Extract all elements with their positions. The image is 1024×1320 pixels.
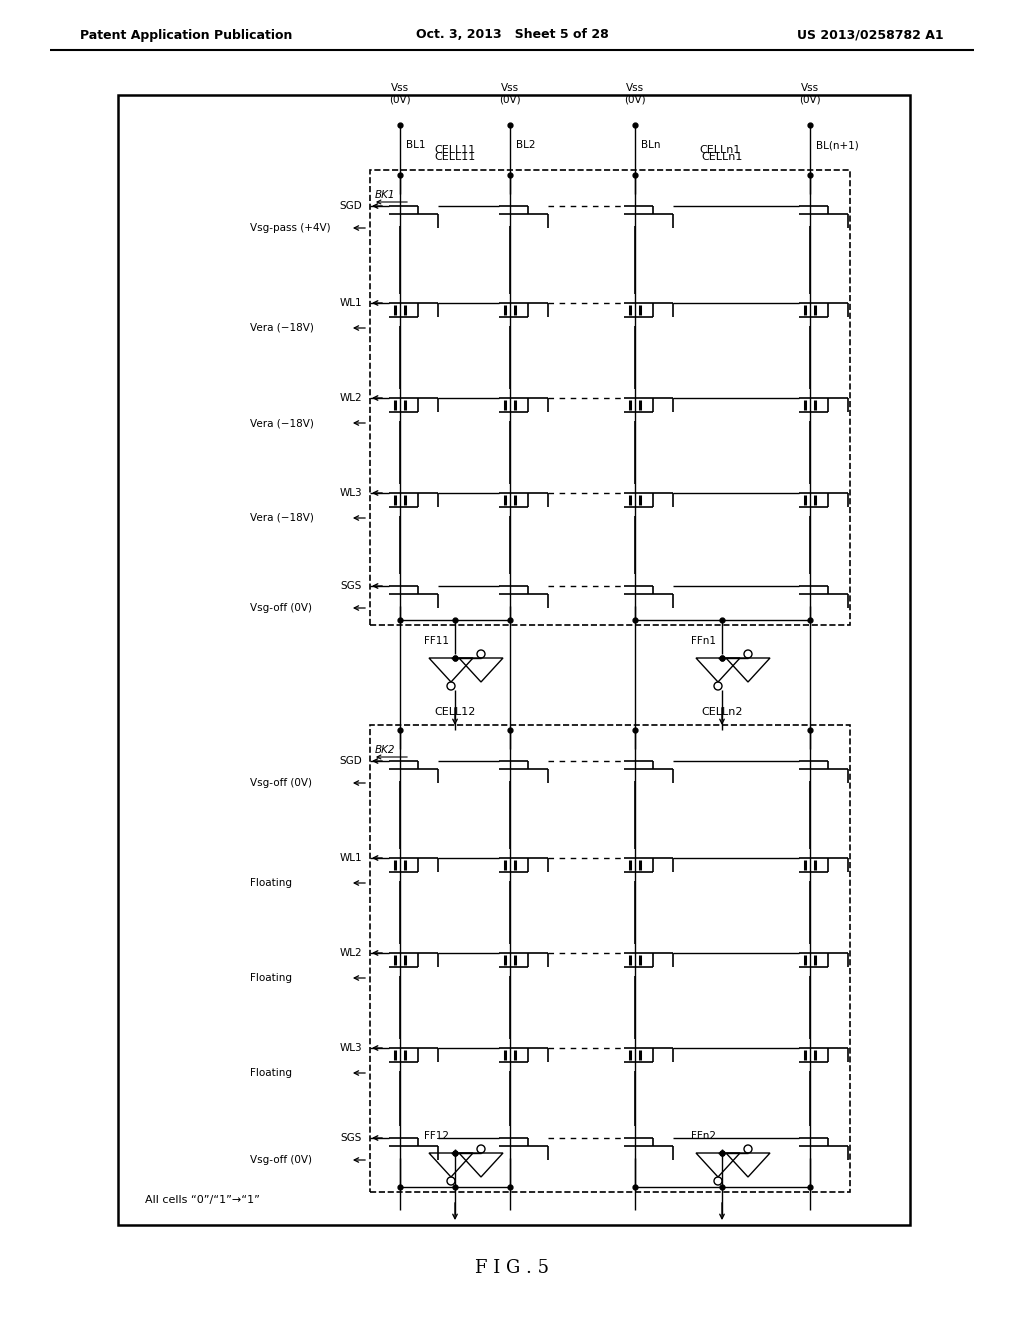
Text: WL1: WL1 <box>339 853 362 863</box>
Text: CELLn2: CELLn2 <box>701 708 742 717</box>
Bar <box>118 95 910 1225</box>
Text: FFn2: FFn2 <box>691 1131 716 1140</box>
Text: Patent Application Publication: Patent Application Publication <box>80 29 293 41</box>
Text: CELL11: CELL11 <box>434 152 475 162</box>
Text: US 2013/0258782 A1: US 2013/0258782 A1 <box>798 29 944 41</box>
Text: Vsg-pass (+4V): Vsg-pass (+4V) <box>250 223 331 234</box>
Text: Vsg-off (0V): Vsg-off (0V) <box>250 1155 312 1166</box>
Text: WL3: WL3 <box>339 488 362 498</box>
Text: FF12: FF12 <box>424 1131 449 1140</box>
Text: WL2: WL2 <box>339 393 362 403</box>
Text: CELLn1: CELLn1 <box>701 152 742 162</box>
Text: FF11: FF11 <box>424 636 449 645</box>
Bar <box>370 170 850 624</box>
Bar <box>370 725 850 1192</box>
Text: SGS: SGS <box>341 1133 362 1143</box>
Text: BL(n+1): BL(n+1) <box>816 140 859 150</box>
Text: FFn1: FFn1 <box>691 636 716 645</box>
Text: CELL11: CELL11 <box>434 145 475 154</box>
Text: BL2: BL2 <box>516 140 536 150</box>
Text: F I G . 5: F I G . 5 <box>475 1259 549 1276</box>
Text: Oct. 3, 2013   Sheet 5 of 28: Oct. 3, 2013 Sheet 5 of 28 <box>416 29 608 41</box>
Text: CELLn1: CELLn1 <box>699 145 740 154</box>
Text: All cells “0”/“1”→“1”: All cells “0”/“1”→“1” <box>145 1195 260 1205</box>
Text: SGS: SGS <box>341 581 362 591</box>
Text: Floating: Floating <box>250 973 292 983</box>
Text: Vss
(0V): Vss (0V) <box>499 83 521 106</box>
Text: Floating: Floating <box>250 878 292 888</box>
Text: SGD: SGD <box>339 201 362 211</box>
Text: Vsg-off (0V): Vsg-off (0V) <box>250 777 312 788</box>
Text: WL1: WL1 <box>339 298 362 308</box>
Text: Vera (−18V): Vera (−18V) <box>250 418 314 428</box>
Text: SGD: SGD <box>339 756 362 766</box>
Text: CELL12: CELL12 <box>434 708 476 717</box>
Text: WL2: WL2 <box>339 948 362 958</box>
Text: Vera (−18V): Vera (−18V) <box>250 513 314 523</box>
Text: BL1: BL1 <box>406 140 426 150</box>
Text: Floating: Floating <box>250 1068 292 1078</box>
Text: BK1: BK1 <box>375 190 395 201</box>
Text: Vera (−18V): Vera (−18V) <box>250 323 314 333</box>
Text: BK2: BK2 <box>375 744 395 755</box>
Text: Vss
(0V): Vss (0V) <box>799 83 821 106</box>
Text: Vsg-off (0V): Vsg-off (0V) <box>250 603 312 612</box>
Text: Vss
(0V): Vss (0V) <box>625 83 646 106</box>
Text: BLn: BLn <box>641 140 660 150</box>
Text: Vss
(0V): Vss (0V) <box>389 83 411 106</box>
Text: WL3: WL3 <box>339 1043 362 1053</box>
